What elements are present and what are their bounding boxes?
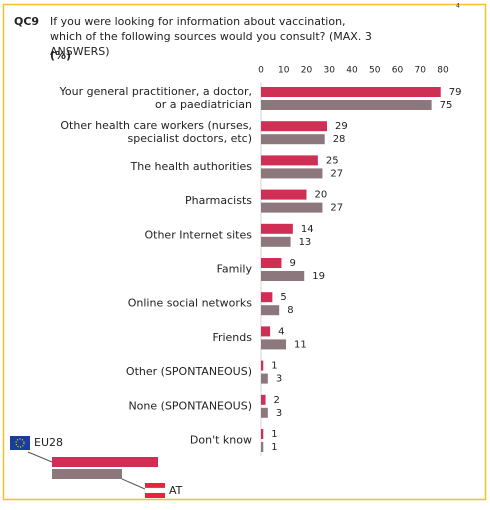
bar [261, 292, 273, 303]
at-flag [145, 493, 165, 498]
category-label: Friends [212, 331, 252, 344]
value-label: 14 [301, 224, 314, 235]
category-label: Family [217, 263, 253, 276]
value-label: 4 [278, 326, 284, 337]
value-label: 3 [276, 374, 282, 385]
bar [261, 134, 325, 145]
category-label: None (SPONTANEOUS) [128, 399, 252, 412]
bar [261, 223, 293, 234]
x-tick-label: 80 [437, 66, 449, 76]
bar [261, 168, 323, 179]
category-label: Online social networks [128, 297, 253, 310]
value-label: 1 [271, 442, 277, 453]
category-label: The health authorities [130, 160, 253, 173]
bar [261, 87, 441, 97]
x-tick-label: 0 [258, 66, 264, 76]
bar [261, 326, 271, 337]
at-flag [145, 483, 165, 488]
category-label: Your general practitioner, a doctor, or a… [59, 85, 252, 111]
value-label: 79 [449, 87, 462, 98]
frame [2, 3, 487, 501]
bar [261, 407, 268, 418]
bar [261, 339, 287, 350]
eu-flag-stars [15, 438, 25, 448]
x-tick-label: 70 [415, 66, 427, 76]
x-tick-label: 10 [278, 66, 290, 76]
bar [261, 189, 307, 200]
value-label: 3 [276, 408, 282, 419]
value-label: 19 [312, 271, 325, 282]
value-label: 1 [271, 429, 277, 440]
x-tick-label: 60 [392, 66, 404, 76]
corner-note: 4 [456, 3, 460, 10]
bar [261, 202, 323, 213]
bar [261, 429, 264, 439]
category-label: Don't know [190, 434, 252, 447]
value-label: 28 [333, 134, 346, 145]
chart-title: If you were looking for information abou… [50, 15, 372, 58]
value-label: 20 [315, 190, 328, 201]
x-tick-label: 40 [346, 66, 358, 76]
value-label: 27 [330, 168, 343, 179]
value-label: 75 [440, 100, 453, 111]
bar [261, 121, 327, 132]
value-label: 2 [274, 395, 280, 406]
legend-connector [27, 451, 53, 463]
question-code: QC9 [14, 15, 39, 28]
bar [261, 100, 432, 110]
legend-connector [121, 478, 146, 490]
category-label: Other Internet sites [144, 228, 252, 241]
bar [261, 155, 318, 166]
bar [261, 236, 291, 247]
legend-swatch [52, 469, 122, 479]
value-label: 29 [335, 121, 348, 132]
bar [261, 258, 282, 268]
x-tick-label: 30 [324, 66, 336, 76]
bar [261, 373, 268, 384]
bar [261, 360, 264, 371]
category-label: Other health care workers (nurses, specia… [60, 119, 252, 145]
legend-label: EU28 [34, 436, 63, 449]
x-tick-label: 20 [301, 66, 313, 76]
value-label: 11 [294, 339, 307, 350]
at-flag [144, 487, 166, 494]
category-label: Pharmacists [185, 194, 252, 207]
value-label: 27 [330, 203, 343, 214]
category-label: Other (SPONTANEOUS) [126, 365, 252, 378]
value-label: 8 [287, 305, 293, 316]
value-label: 25 [326, 155, 339, 166]
bar [261, 305, 280, 316]
x-tick-label: 50 [369, 66, 381, 76]
bar [261, 271, 305, 281]
bar [261, 394, 266, 405]
value-label: 1 [271, 361, 277, 372]
bar [261, 442, 264, 452]
value-label: 13 [299, 237, 312, 248]
eu-flag [10, 436, 30, 450]
legend-swatch [52, 457, 158, 467]
unit-label: (%) [50, 49, 71, 62]
value-label: 5 [280, 292, 286, 303]
legend-label: AT [169, 484, 183, 497]
value-label: 9 [289, 258, 295, 269]
